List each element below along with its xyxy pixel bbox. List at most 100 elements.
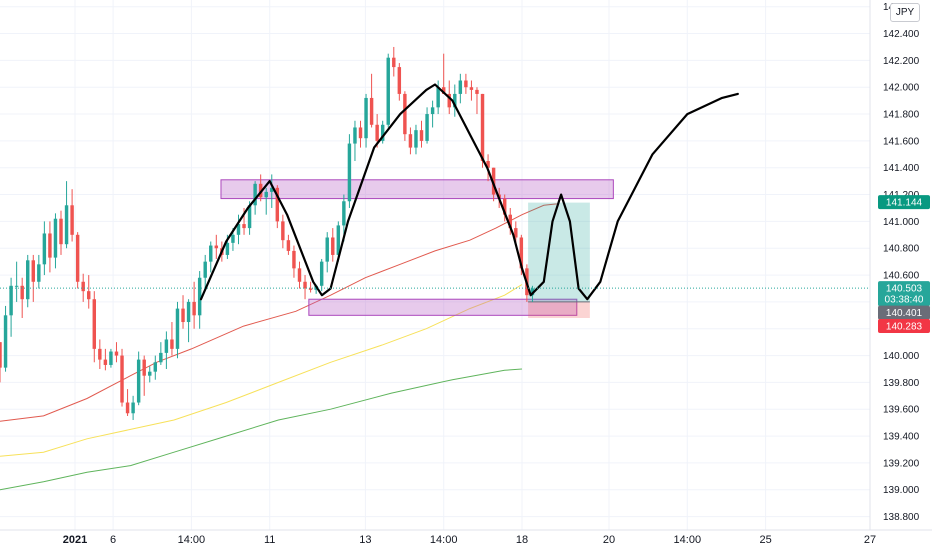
position-loss-zone[interactable]	[528, 301, 590, 318]
candle-body	[3, 315, 8, 368]
price-tick-label: 140.600	[883, 271, 920, 282]
time-tick-label: 6	[110, 534, 116, 546]
candle-body	[136, 359, 141, 403]
candle-body	[281, 221, 285, 241]
candle-body	[297, 268, 302, 282]
time-tick-label: 11	[264, 534, 275, 546]
time-axis[interactable]	[0, 530, 932, 550]
time-tick-label: 14:00	[674, 534, 702, 546]
grid	[0, 0, 871, 530]
candle-body	[336, 225, 341, 255]
candle-body	[225, 242, 230, 255]
price-tick-label: 141.600	[883, 136, 920, 147]
time-tick-label: 14:00	[430, 534, 458, 546]
candle-body	[353, 127, 357, 144]
position-profit-zone[interactable]	[528, 202, 590, 302]
candle-body	[159, 352, 163, 363]
candle-body	[181, 308, 185, 323]
candle-body	[87, 291, 91, 300]
price-tag-label: 140.401	[886, 308, 923, 319]
candle-body	[270, 187, 274, 192]
zone-rectangle[interactable]	[220, 179, 614, 200]
time-tick-label: 14:00	[178, 534, 206, 546]
freehand-path[interactable]	[199, 83, 739, 301]
candle-body	[347, 143, 352, 202]
price-axis[interactable]	[870, 0, 932, 530]
price-tick-label: 142.200	[883, 56, 920, 67]
price-tick-label: 140.800	[883, 244, 920, 255]
candle-body	[131, 402, 135, 414]
price-tick-label: 140.000	[883, 351, 920, 362]
candle-body	[342, 201, 346, 226]
candle-body	[109, 351, 113, 365]
zones[interactable]	[220, 179, 614, 316]
candle-body	[20, 285, 24, 300]
time-tick-label: 18	[516, 534, 528, 546]
candle-body	[408, 134, 413, 148]
price-tag-label: 140.283	[886, 322, 923, 333]
candle-body	[31, 260, 35, 282]
candle-body	[514, 228, 518, 238]
trend-drawing[interactable]	[199, 83, 739, 301]
candle-body	[275, 187, 280, 222]
candle-body	[453, 93, 457, 108]
price-tick-label: 142.400	[883, 29, 920, 40]
candle-body	[358, 127, 363, 139]
candle-body	[48, 233, 52, 258]
candle-body	[380, 124, 385, 141]
candle-body	[469, 87, 474, 90]
candle-body	[331, 237, 335, 255]
time-axis-ticks: 2021 6 14:00 11 13 14:00 18 20 14:00 25 27	[63, 534, 876, 546]
currency-badge[interactable]: JPY	[890, 3, 920, 22]
candle-body	[114, 351, 119, 356]
price-tick-label: 141.400	[883, 163, 920, 174]
candle-body	[81, 281, 85, 292]
candle-body	[153, 362, 158, 372]
candle-body	[75, 234, 80, 282]
candle-body	[26, 260, 30, 300]
candle-body	[64, 205, 69, 245]
candle-body	[103, 359, 108, 365]
candle-body	[175, 308, 180, 349]
candle-body	[53, 218, 58, 258]
price-tag-background	[878, 195, 930, 210]
candle-body	[397, 67, 402, 94]
long-position[interactable]	[528, 202, 590, 318]
candle-body	[292, 250, 296, 269]
price-tick-label: 139.200	[883, 458, 920, 469]
price-tick-label: 139.400	[883, 432, 920, 443]
candle-body	[264, 191, 268, 198]
price-tag-label: 141.144	[886, 198, 923, 209]
price-tick-label: 139.600	[883, 405, 920, 416]
candle-body	[214, 245, 219, 249]
candle-body	[303, 281, 307, 289]
candle-body	[491, 167, 496, 195]
candle-body	[37, 264, 41, 282]
candle-body	[392, 57, 396, 68]
candle-body	[236, 224, 241, 235]
price-tick-label: 139.000	[883, 485, 920, 496]
time-tick-label: 25	[759, 534, 771, 546]
zone-rectangle[interactable]	[308, 298, 578, 316]
price-tag-label: 03:38:40	[885, 295, 924, 306]
candle-body	[0, 342, 2, 368]
candle-body	[475, 89, 479, 94]
candle-body	[369, 97, 374, 125]
candle-body	[319, 261, 324, 286]
candle-body	[441, 87, 446, 94]
candle-body	[70, 205, 74, 235]
price-tick-label: 141.800	[883, 110, 920, 121]
candle-body	[502, 198, 507, 215]
candle-body	[508, 214, 512, 229]
candle-body	[253, 183, 257, 206]
candle-body	[364, 97, 368, 139]
candle-body	[486, 161, 490, 168]
time-tick-label: 2021	[63, 534, 87, 546]
price-tag-background	[878, 305, 930, 320]
candle-body	[375, 124, 379, 141]
candle-body	[98, 348, 102, 360]
candle-body	[403, 93, 407, 135]
candle-body	[9, 285, 13, 316]
